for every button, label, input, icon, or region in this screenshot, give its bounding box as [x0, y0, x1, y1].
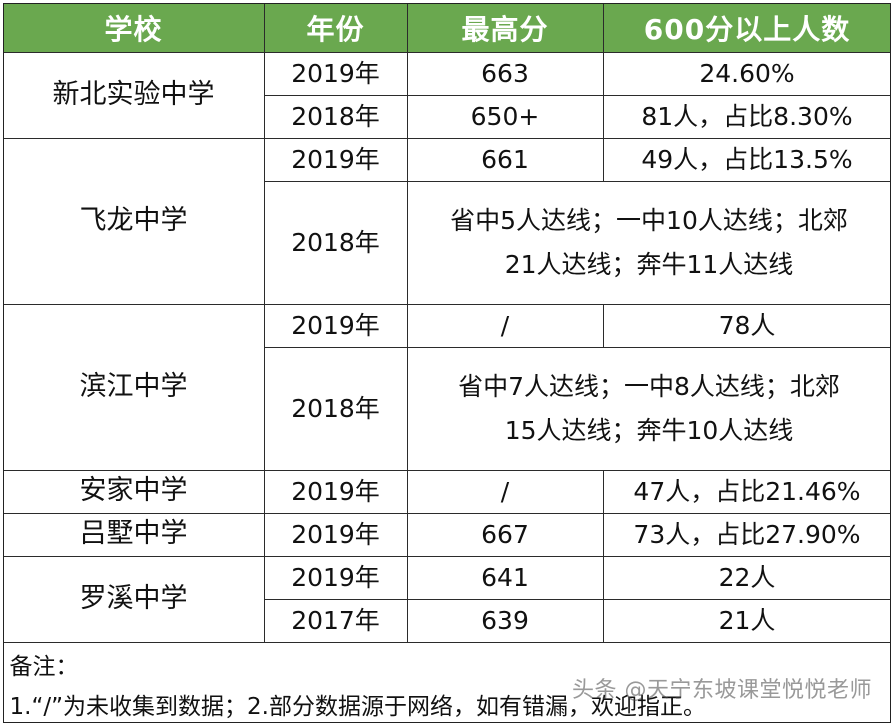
- table-row: 2017年 639 21人: [4, 598, 890, 643]
- count-cell: 21人: [602, 598, 890, 643]
- table-row: 吕墅中学 2019年 667 73人，占比27.90%: [4, 512, 890, 557]
- school-cell: 飞龙中学: [4, 137, 265, 305]
- top-score-cell: 667: [406, 512, 604, 557]
- year-cell: 2018年: [263, 180, 408, 305]
- header-year: 年份: [263, 4, 408, 53]
- year-cell: 2019年: [263, 137, 408, 182]
- top-score-cell: /: [406, 469, 604, 514]
- table-row: 罗溪中学 2019年 641 22人: [4, 555, 890, 643]
- header-top-score: 最高分: [406, 4, 604, 53]
- year-cell: 2017年: [263, 598, 408, 643]
- year-cell: 2019年: [263, 512, 408, 557]
- school-cell: 安家中学: [4, 469, 265, 514]
- header-school: 学校: [4, 4, 265, 53]
- remarks-cell: 备注： 1.“/”为未收集到数据；2.部分数据源于网络，如有错漏，欢迎指正。: [4, 641, 890, 722]
- table-row: 2018年 650+ 81人，占比8.30%: [4, 94, 890, 139]
- school-cell: 吕墅中学: [4, 512, 265, 557]
- school-score-table: 学校 年份 最高分 600分以上人数 新北实验中学 2019年 663 24.6…: [4, 4, 890, 722]
- count-cell: 24.60%: [602, 51, 890, 96]
- remarks-label: 备注：: [9, 653, 79, 680]
- school-cell: 新北实验中学: [4, 51, 265, 139]
- table-row: 2018年 省中5人达线；一中10人达线；北郊 21人达线；奔牛11人达线: [4, 180, 890, 305]
- count-cell: 49人，占比13.5%: [602, 137, 890, 182]
- remarks-row: 备注： 1.“/”为未收集到数据；2.部分数据源于网络，如有错漏，欢迎指正。: [4, 641, 890, 722]
- note-line: 21人达线；奔牛11人达线: [504, 249, 794, 279]
- merged-note-cell: 省中7人达线；一中8人达线；北郊 15人达线；奔牛10人达线: [406, 346, 890, 471]
- year-cell: 2019年: [263, 555, 408, 600]
- count-cell: 22人: [602, 555, 890, 600]
- count-cell: 78人: [602, 303, 890, 348]
- school-cell: 滨江中学: [4, 303, 265, 471]
- year-cell: 2018年: [263, 346, 408, 471]
- top-score-cell: 650+: [406, 94, 604, 139]
- school-score-table-frame: 学校 年份 最高分 600分以上人数 新北实验中学 2019年 663 24.6…: [3, 3, 891, 723]
- watermark: 头条 @天宁东坡课堂悦悦老师: [572, 678, 872, 703]
- header-count-above-600: 600分以上人数: [602, 4, 890, 53]
- top-score-cell: /: [406, 303, 604, 348]
- year-cell: 2019年: [263, 303, 408, 348]
- count-cell: 73人，占比27.90%: [602, 512, 890, 557]
- merged-note-cell: 省中5人达线；一中10人达线；北郊 21人达线；奔牛11人达线: [406, 180, 890, 305]
- table-row: 滨江中学 2019年 / 78人: [4, 303, 890, 471]
- count-cell: 47人，占比21.46%: [602, 469, 890, 514]
- top-score-cell: 641: [406, 555, 604, 600]
- year-cell: 2019年: [263, 469, 408, 514]
- table-row: 飞龙中学 2019年 661 49人，占比13.5%: [4, 137, 890, 305]
- note-line: 省中7人达线；一中8人达线；北郊: [458, 371, 840, 401]
- remarks-text: 1.“/”为未收集到数据；2.部分数据源于网络，如有错漏，欢迎指正。: [9, 693, 706, 720]
- year-cell: 2018年: [263, 94, 408, 139]
- top-score-cell: 661: [406, 137, 604, 182]
- note-line: 15人达线；奔牛10人达线: [504, 415, 794, 445]
- note-line: 省中5人达线；一中10人达线；北郊: [450, 205, 848, 235]
- table-header-row: 学校 年份 最高分 600分以上人数: [4, 4, 890, 53]
- school-cell: 罗溪中学: [4, 555, 265, 643]
- top-score-cell: 639: [406, 598, 604, 643]
- table-row: 安家中学 2019年 / 47人，占比21.46%: [4, 469, 890, 514]
- table-row: 新北实验中学 2019年 663 24.60%: [4, 51, 890, 139]
- top-score-cell: 663: [406, 51, 604, 96]
- count-cell: 81人，占比8.30%: [602, 94, 890, 139]
- year-cell: 2019年: [263, 51, 408, 96]
